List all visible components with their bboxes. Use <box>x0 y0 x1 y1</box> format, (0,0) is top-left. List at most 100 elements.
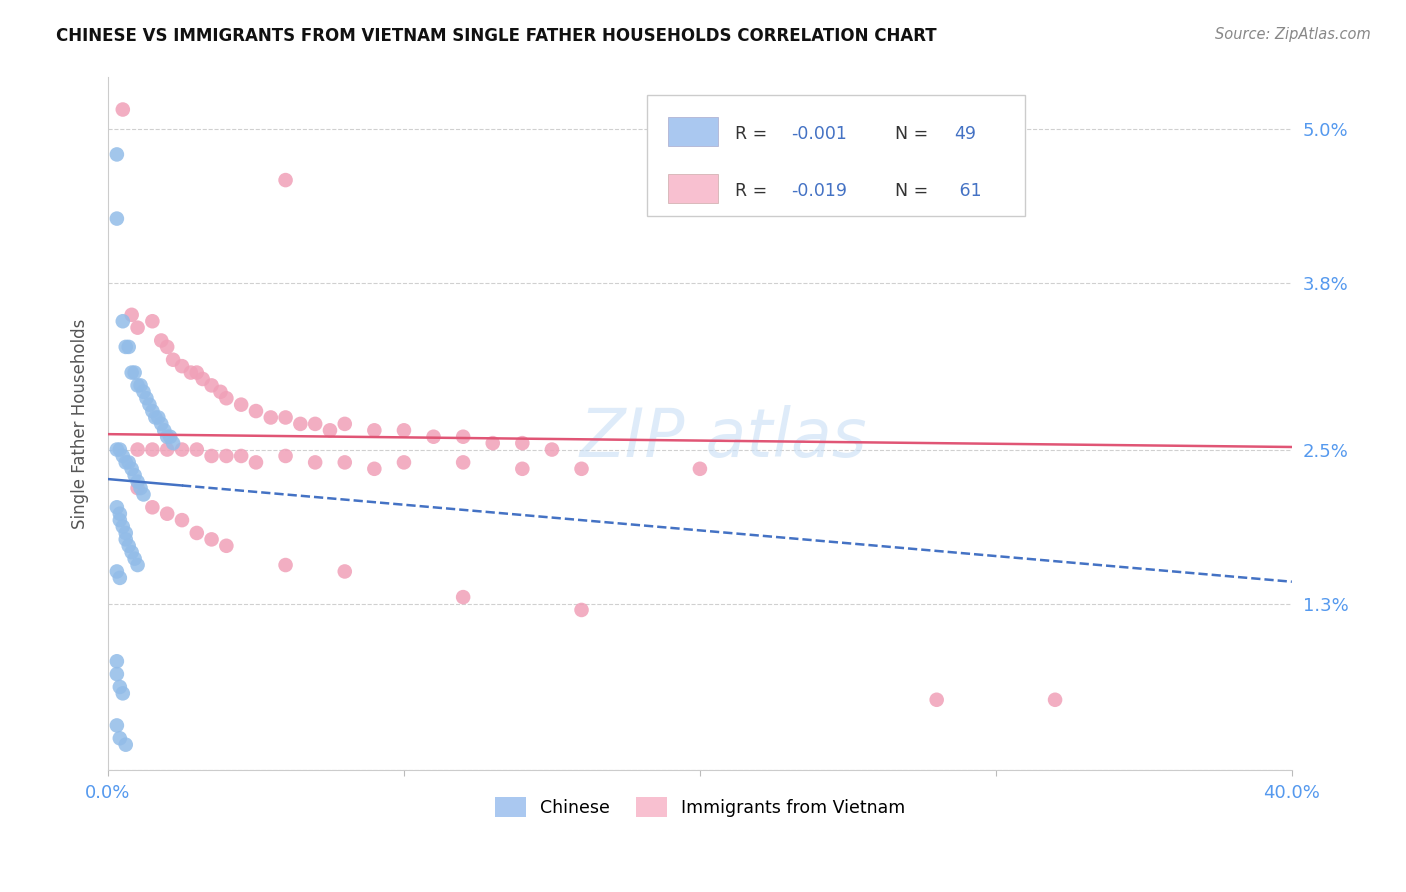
Point <box>156 430 179 444</box>
Point <box>108 731 131 746</box>
Point <box>333 565 356 579</box>
Point <box>108 513 131 527</box>
Text: R =: R = <box>735 182 773 200</box>
Point <box>451 455 474 469</box>
Point <box>141 314 163 328</box>
Point <box>127 442 149 457</box>
Point <box>156 442 179 457</box>
Point <box>319 423 342 437</box>
Point <box>333 455 356 469</box>
Point <box>150 334 173 348</box>
Point <box>481 436 503 450</box>
Point <box>209 384 232 399</box>
Point <box>118 455 141 469</box>
Point <box>170 513 193 527</box>
Point <box>111 519 134 533</box>
Point <box>186 442 208 457</box>
Point <box>111 449 134 463</box>
Point <box>108 507 131 521</box>
Point <box>127 475 149 489</box>
Text: N =: N = <box>896 182 934 200</box>
Point <box>304 417 326 431</box>
Point <box>105 565 128 579</box>
Point <box>392 455 415 469</box>
Point <box>105 500 128 515</box>
Point <box>105 718 128 732</box>
Point <box>215 449 238 463</box>
Point <box>274 558 297 572</box>
Point <box>132 487 155 501</box>
Point <box>124 468 146 483</box>
Point <box>200 449 222 463</box>
Point <box>159 430 181 444</box>
Point <box>260 410 283 425</box>
Point <box>132 384 155 399</box>
Point <box>231 398 253 412</box>
Point <box>422 430 444 444</box>
Point <box>124 551 146 566</box>
Point <box>114 533 136 547</box>
Point <box>114 525 136 540</box>
Point <box>111 686 134 700</box>
Point <box>215 539 238 553</box>
Point <box>105 442 128 457</box>
Point <box>274 173 297 187</box>
Point <box>114 738 136 752</box>
Point <box>274 449 297 463</box>
Point <box>127 378 149 392</box>
Point <box>127 320 149 334</box>
Text: Source: ZipAtlas.com: Source: ZipAtlas.com <box>1215 27 1371 42</box>
Point <box>512 436 534 450</box>
Point <box>150 417 173 431</box>
Point <box>127 558 149 572</box>
Point <box>245 455 267 469</box>
Text: -0.019: -0.019 <box>792 182 846 200</box>
Point <box>105 667 128 681</box>
Point <box>124 366 146 380</box>
Point <box>105 654 128 668</box>
Point <box>114 455 136 469</box>
Point <box>170 442 193 457</box>
Point <box>127 481 149 495</box>
Y-axis label: Single Father Households: Single Father Households <box>72 318 89 529</box>
FancyBboxPatch shape <box>668 174 717 202</box>
Point <box>121 366 143 380</box>
Text: N =: N = <box>896 126 934 144</box>
Point <box>118 340 141 354</box>
Point <box>162 352 184 367</box>
Point <box>105 147 128 161</box>
Point <box>138 398 160 412</box>
Text: CHINESE VS IMMIGRANTS FROM VIETNAM SINGLE FATHER HOUSEHOLDS CORRELATION CHART: CHINESE VS IMMIGRANTS FROM VIETNAM SINGL… <box>56 27 936 45</box>
Point <box>105 211 128 226</box>
Point <box>148 410 170 425</box>
Point <box>121 462 143 476</box>
Point <box>215 391 238 405</box>
Point <box>135 391 157 405</box>
Text: ZIP atlas: ZIP atlas <box>579 405 868 471</box>
Point <box>925 692 948 706</box>
Point <box>571 462 593 476</box>
Point <box>333 417 356 431</box>
FancyBboxPatch shape <box>647 95 1025 216</box>
Point <box>186 525 208 540</box>
Text: 61: 61 <box>955 182 981 200</box>
Point <box>180 366 202 380</box>
Point <box>1043 692 1066 706</box>
Point <box>363 462 385 476</box>
Point <box>512 462 534 476</box>
Point <box>363 423 385 437</box>
Point <box>108 442 131 457</box>
Point <box>156 340 179 354</box>
Point <box>274 410 297 425</box>
Point <box>108 680 131 694</box>
Point <box>129 378 152 392</box>
Point <box>141 404 163 418</box>
Point <box>162 436 184 450</box>
Point <box>170 359 193 373</box>
FancyBboxPatch shape <box>668 117 717 146</box>
Point <box>141 442 163 457</box>
Text: R =: R = <box>735 126 773 144</box>
Point <box>114 340 136 354</box>
Point <box>121 545 143 559</box>
Point <box>141 500 163 515</box>
